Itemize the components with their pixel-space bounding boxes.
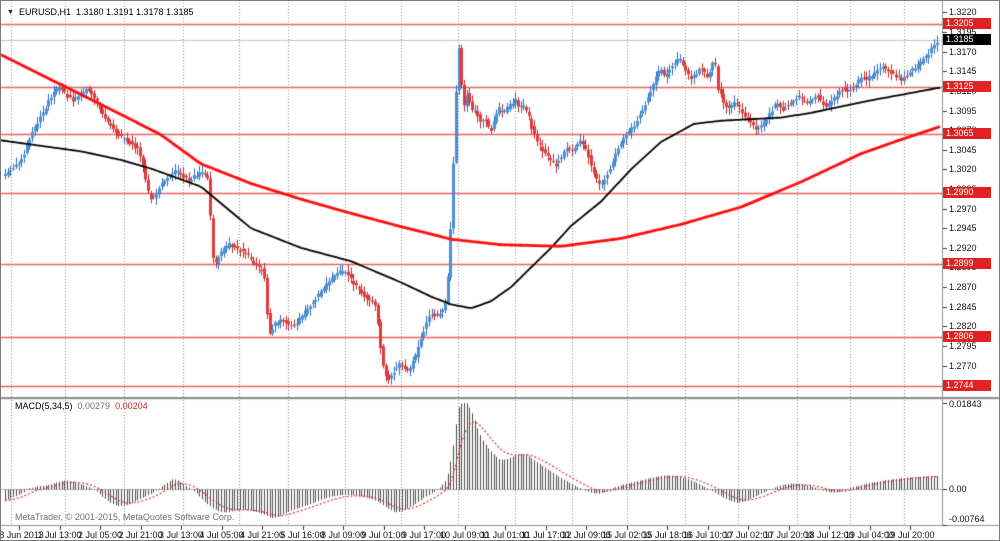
price-tick-label: 1.2770: [949, 360, 977, 371]
price-tick-label: 1.3220: [949, 7, 977, 18]
time-tick-label: 15 Jul 02:00: [601, 530, 652, 540]
symbol-dropdown-icon[interactable]: ▼: [7, 8, 14, 16]
time-tick-label: 4 Jul 05:00: [199, 530, 244, 540]
time-tick-label: 19 Jul 20:00: [885, 530, 935, 540]
bid-price-tag: 1.3185: [943, 33, 991, 45]
price-level-tag: 1.3205: [943, 18, 991, 30]
time-tick-label: 17 Jul 02:00: [723, 530, 773, 540]
macd-indicator-pane: [1, 400, 942, 525]
price-tick-label: 1.3020: [949, 164, 977, 175]
macd-min-label: -0.00764: [949, 514, 985, 524]
time-tick-label: 15 Jul 18:00: [642, 530, 692, 540]
time-tick-label: 2 Jul 21:00: [118, 530, 163, 540]
main-chart-pane: [1, 1, 942, 397]
time-tick-label: 5 Jul 16:00: [280, 530, 325, 540]
macd-zero-label: 0.00: [949, 484, 967, 495]
time-tick-label: 9 Jul 01:00: [361, 530, 406, 540]
chart-ohlc-values: 1.3180 1.3191 1.3178 1.3185: [75, 7, 194, 17]
macd-main-value: 0.00279: [77, 401, 111, 411]
time-tick-label: 4 Jul 21:00: [239, 530, 285, 540]
time-tick-label: 11 Jul 17:00: [521, 530, 570, 540]
price-tick-label: 1.3045: [949, 144, 977, 155]
indicator-label: MACD(5,34,5) 0.00279 0.00204: [15, 401, 148, 411]
price-level-tag: 1.3125: [943, 80, 991, 92]
price-tick-label: 1.2820: [949, 321, 977, 332]
time-tick-label: 1 Jul 13:00: [37, 530, 82, 540]
time-tick-label: 16 Jul 10:00: [682, 530, 733, 540]
price-tick-label: 1.2920: [949, 242, 977, 253]
chart-symbol-timeframe: EURUSD,H1: [18, 7, 71, 17]
price-tick-label: 1.2795: [949, 340, 977, 351]
price-tick-label: 1.2945: [949, 223, 977, 234]
price-tick-label: 1.2970: [949, 203, 977, 214]
price-tick-label: 1.3145: [949, 66, 977, 77]
time-tick-label: 8 Jul 09:00: [320, 530, 366, 540]
price-level-tag: 1.2990: [943, 186, 991, 198]
price-level-tag: 1.3065: [943, 128, 991, 140]
price-tick-label: 1.3195: [949, 27, 977, 38]
time-tick-label: 18 Jul 12:00: [804, 530, 854, 540]
time-tick-label: 12 Jul 09:00: [561, 530, 611, 540]
time-tick-label: 10 Jul 09:00: [439, 530, 490, 540]
time-tick-label: 17 Jul 20:00: [763, 530, 814, 540]
time-tick-label: 11 Jul 01:00: [480, 530, 530, 540]
macd-signal-value: 0.00204: [115, 401, 148, 411]
price-level-tag: 1.2744: [943, 380, 991, 391]
time-tick-label: 3 Jul 13:00: [158, 530, 204, 540]
chart-title-overlay: ▼ EURUSD,H1 1.3180 1.3191 1.3178 1.3185: [7, 7, 194, 17]
time-tick-label: 2 Jul 05:00: [77, 530, 123, 540]
price-tick-label: 1.2870: [949, 282, 977, 293]
copyright-text: MetaTrader, © 2001-2015, MetaQuotes Soft…: [15, 512, 235, 522]
time-tick-label: 19 Jul 04:00: [844, 530, 895, 540]
macd-max-label: 0.01843: [949, 399, 982, 409]
indicator-name: MACD(5,34,5): [15, 401, 73, 411]
price-level-tag: 1.2899: [943, 258, 991, 270]
time-tick-label: 9 Jul 17:00: [401, 530, 447, 540]
price-tick-label: 1.2845: [949, 301, 977, 312]
price-tick-label: 1.3095: [949, 105, 977, 116]
price-level-tag: 1.2806: [943, 331, 991, 343]
price-tick-label: 1.3170: [949, 46, 977, 57]
time-tick-label: 28 Jun 2013: [1, 530, 44, 540]
